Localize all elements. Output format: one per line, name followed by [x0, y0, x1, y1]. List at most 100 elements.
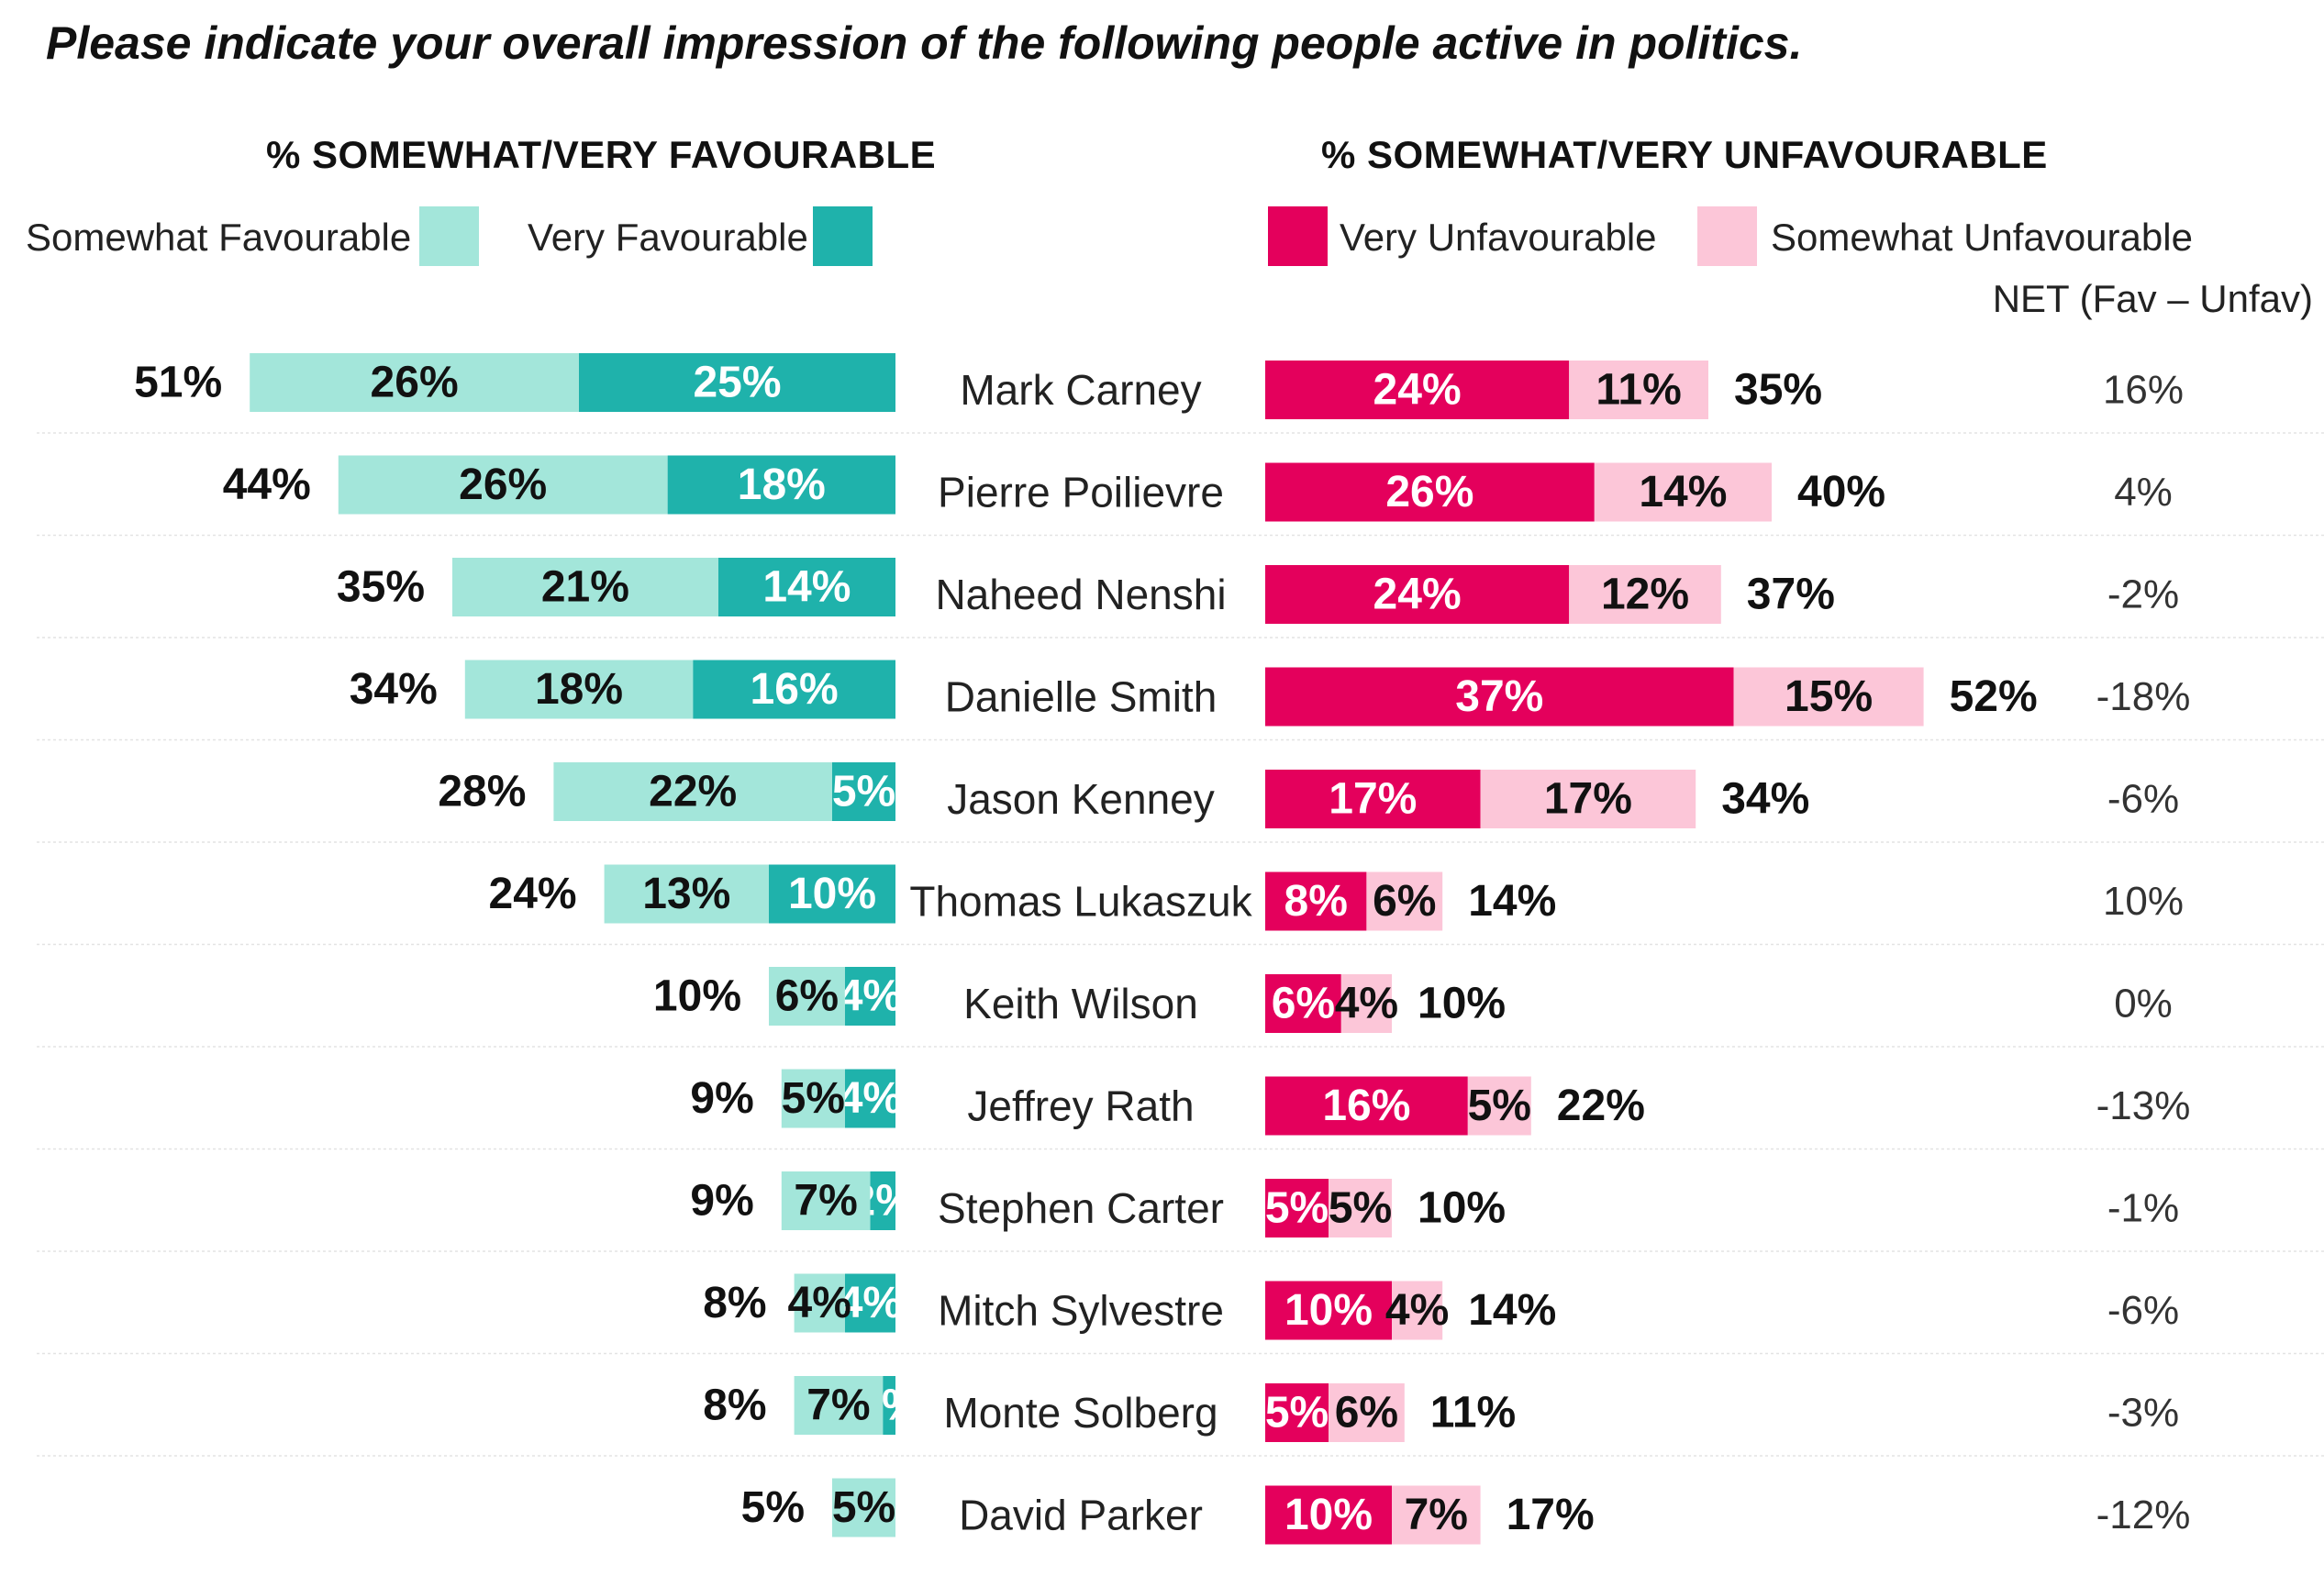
somewhat-favourable-bar: [250, 353, 579, 412]
legend-somewhat-unfavourable-label: Somewhat Unfavourable: [1771, 216, 2193, 259]
unfavourable-total-label: 40%: [1797, 468, 1885, 516]
net-value: -1%: [2107, 1186, 2179, 1231]
somewhat-unfavourable-label: 4%: [1385, 1286, 1449, 1335]
somewhat-favourable-label: 21%: [541, 563, 629, 612]
somewhat-unfavourable-bar: [1480, 770, 1696, 828]
somewhat-unfavourable-bar: [1569, 361, 1708, 419]
very-unfavourable-label: 24%: [1373, 571, 1462, 619]
favourable-total-label: 5%: [741, 1483, 805, 1532]
very-unfavourable-bar: [1265, 871, 1367, 931]
unfavourable-total-label: 37%: [1747, 571, 1835, 619]
somewhat-favourable-label: 22%: [649, 768, 737, 816]
net-value: 16%: [2103, 368, 2184, 413]
very-favourable-bar: [769, 864, 895, 924]
somewhat-favourable-bar: [794, 1273, 845, 1333]
somewhat-unfavourable-bar: [1392, 1281, 1443, 1340]
politician-name: Jeffrey Rath: [967, 1082, 1194, 1130]
somewhat-favourable-bar: [781, 1069, 845, 1128]
net-value: -2%: [2107, 572, 2179, 617]
favourable-total-label: 28%: [438, 768, 526, 816]
very-unfavourable-label: 6%: [1272, 980, 1335, 1028]
net-value: -18%: [2096, 674, 2191, 719]
favourable-total-label: 44%: [223, 461, 311, 509]
somewhat-favourable-label: 6%: [775, 972, 839, 1021]
somewhat-unfavourable-label: 15%: [1785, 672, 1873, 721]
legend-somewhat-unfavourable-swatch: [1697, 206, 1757, 266]
very-unfavourable-label: 10%: [1284, 1286, 1373, 1335]
politician-name: Thomas Lukaszuk: [909, 878, 1252, 926]
somewhat-favourable-label: 26%: [459, 461, 547, 509]
net-value: 0%: [2114, 982, 2173, 1027]
very-unfavourable-bar: [1265, 1179, 1329, 1237]
unfavourable-total-label: 14%: [1468, 877, 1556, 926]
somewhat-favourable-label: 7%: [794, 1177, 857, 1226]
somewhat-favourable-bar: [781, 1171, 871, 1230]
net-value: 4%: [2114, 470, 2173, 515]
very-favourable-bar: [844, 967, 895, 1026]
somewhat-unfavourable-bar: [1569, 565, 1721, 624]
legend-very-unfavourable-swatch: [1268, 206, 1328, 266]
very-unfavourable-bar: [1265, 1281, 1392, 1340]
legend-very-unfavourable-label: Very Unfavourable: [1340, 216, 1657, 259]
somewhat-unfavourable-label: 5%: [1329, 1184, 1392, 1233]
somewhat-unfavourable-label: 5%: [1468, 1082, 1531, 1130]
somewhat-favourable-label: 5%: [782, 1074, 845, 1123]
very-unfavourable-bar: [1265, 1485, 1392, 1545]
very-favourable-bar: [832, 762, 895, 821]
somewhat-favourable-bar: [464, 660, 694, 719]
politician-name: David Parker: [959, 1492, 1203, 1539]
very-favourable-bar: [870, 1171, 895, 1230]
very-unfavourable-label: 8%: [1284, 877, 1348, 926]
somewhat-unfavourable-bar: [1329, 1383, 1405, 1442]
very-unfavourable-label: 17%: [1329, 775, 1417, 824]
net-value: -12%: [2096, 1493, 2191, 1537]
somewhat-unfavourable-label: 17%: [1544, 775, 1632, 824]
somewhat-unfavourable-label: 7%: [1405, 1491, 1468, 1539]
net-value: -6%: [2107, 777, 2179, 822]
net-header: NET (Fav – Unfav): [1992, 277, 2313, 320]
very-favourable-label: 4%: [839, 1074, 902, 1123]
very-unfavourable-bar: [1265, 361, 1570, 419]
somewhat-favourable-label: 4%: [788, 1279, 851, 1327]
somewhat-favourable-bar: [553, 762, 832, 821]
very-favourable-label: 18%: [738, 461, 826, 509]
favourable-total-label: 51%: [134, 359, 222, 407]
favourable-total-label: 10%: [653, 972, 741, 1021]
politician-name: Stephen Carter: [938, 1184, 1224, 1232]
somewhat-unfavourable-label: 6%: [1373, 877, 1436, 926]
legend-somewhat-favourable-swatch: [419, 206, 479, 266]
somewhat-unfavourable-bar: [1329, 1179, 1392, 1237]
very-unfavourable-bar: [1265, 974, 1341, 1033]
unfavourable-total-label: 10%: [1418, 980, 1506, 1028]
very-unfavourable-label: 26%: [1385, 468, 1473, 516]
very-unfavourable-label: 10%: [1284, 1491, 1373, 1539]
very-favourable-bar: [717, 558, 895, 616]
unfavourable-total-label: 17%: [1507, 1491, 1595, 1539]
favourable-total-label: 24%: [489, 870, 577, 918]
very-favourable-label: 14%: [762, 563, 851, 612]
somewhat-unfavourable-label: 4%: [1335, 980, 1398, 1028]
somewhat-favourable-label: 26%: [371, 359, 459, 407]
legend-somewhat-favourable-label: Somewhat Favourable: [26, 216, 412, 259]
somewhat-favourable-bar: [794, 1376, 884, 1435]
unfavourable-header: % SOMEWHAT/VERY UNFAVOURABLE: [1321, 133, 2048, 176]
somewhat-unfavourable-bar: [1366, 871, 1443, 931]
politician-name: Monte Solberg: [943, 1389, 1218, 1437]
very-unfavourable-label: 24%: [1373, 366, 1462, 415]
chart-title: Please indicate your overall impression …: [46, 17, 1803, 69]
somewhat-unfavourable-label: 14%: [1639, 468, 1727, 516]
somewhat-unfavourable-label: 12%: [1601, 571, 1689, 619]
somewhat-unfavourable-bar: [1340, 974, 1392, 1033]
legend-very-favourable-label: Very Favourable: [528, 216, 808, 259]
very-favourable-label: 5%: [832, 768, 895, 816]
politician-name: Mitch Sylvestre: [938, 1287, 1224, 1335]
very-favourable-label: 16%: [751, 665, 839, 714]
favourable-total-label: 35%: [337, 563, 425, 612]
net-value: -6%: [2107, 1288, 2179, 1333]
somewhat-favourable-bar: [832, 1478, 895, 1537]
very-favourable-bar: [693, 660, 895, 719]
somewhat-favourable-bar: [604, 864, 769, 924]
very-favourable-bar: [667, 455, 895, 515]
politician-name: Danielle Smith: [945, 673, 1218, 721]
